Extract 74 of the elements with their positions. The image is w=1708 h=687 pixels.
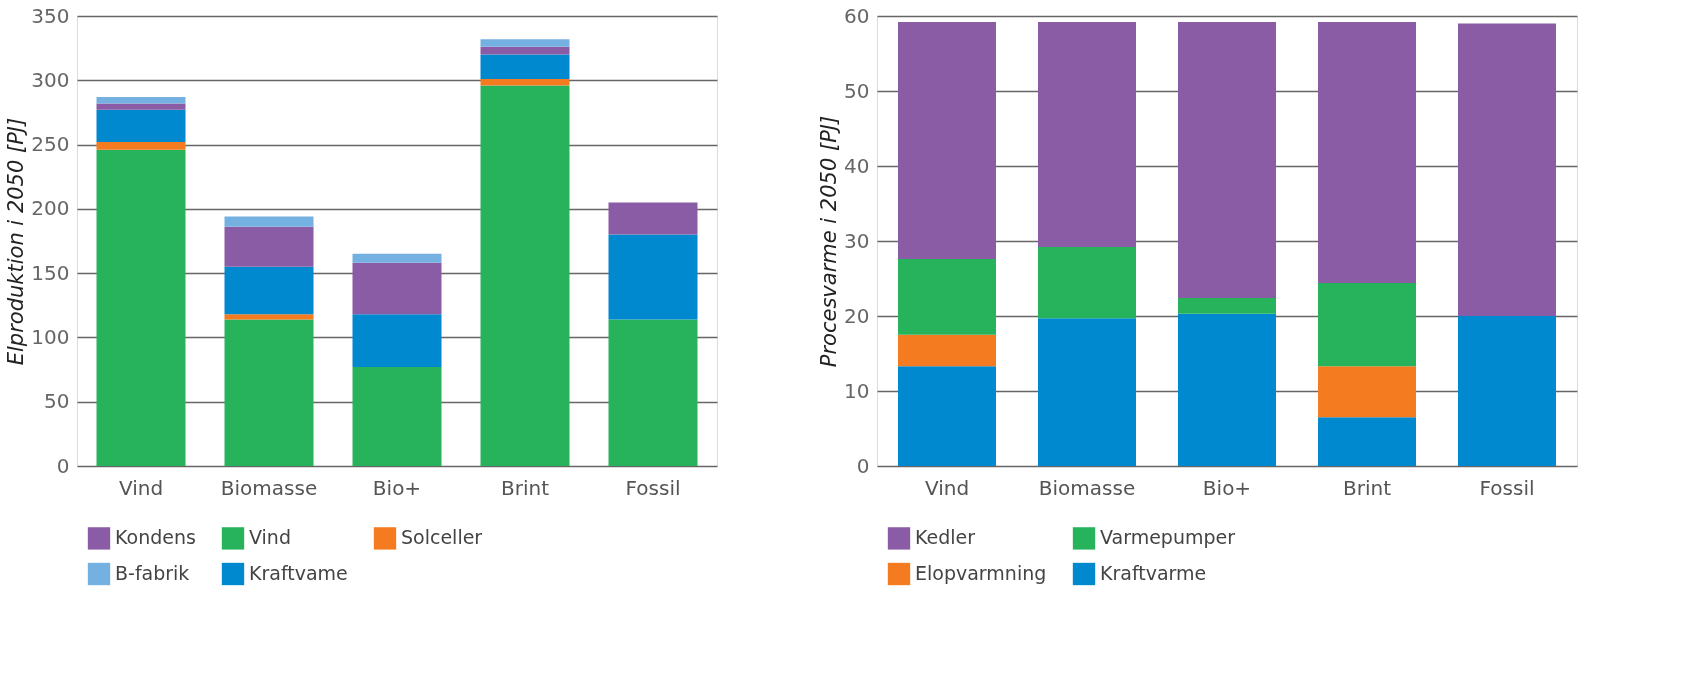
x-tick-label: Bio+ <box>1202 475 1252 500</box>
y-tick-label: 250 <box>31 132 70 157</box>
y-tick-label: 300 <box>31 67 70 92</box>
bar <box>1458 23 1556 316</box>
y-tick-label: 10 <box>844 378 870 403</box>
y-tick-label: 30 <box>844 228 870 253</box>
bar <box>898 22 996 259</box>
y-tick-label: 50 <box>844 78 870 103</box>
x-tick-label: Brint <box>1342 475 1392 500</box>
bar <box>96 109 186 142</box>
bar <box>352 367 442 466</box>
bar <box>1318 283 1416 367</box>
legend-label: Elopvarmning <box>915 562 1047 584</box>
bar <box>1038 22 1136 247</box>
x-tick-label: Bio+ <box>372 475 422 500</box>
y-axis-title: Procesvarme i 2050 [PJ] <box>817 115 842 368</box>
bar <box>96 142 186 150</box>
bar <box>898 334 996 367</box>
bar <box>352 253 442 263</box>
legend-label: Kraftvarme <box>1100 562 1207 584</box>
bar <box>1178 298 1276 314</box>
y-tick-label: 0 <box>856 453 870 478</box>
bar <box>352 314 442 367</box>
y-tick-label: 60 <box>844 3 870 28</box>
y-tick-label: 150 <box>31 260 70 285</box>
y-tick-label: 50 <box>44 389 70 414</box>
y-tick-label: 200 <box>31 196 70 221</box>
bar <box>608 319 698 466</box>
bar <box>1318 22 1416 283</box>
bar <box>480 79 570 86</box>
legend-label: B-fabrik <box>115 562 190 584</box>
x-tick-label: Fossil <box>1479 475 1535 500</box>
bar <box>224 226 314 267</box>
legend-label: Kraftvame <box>249 562 348 584</box>
legend-label: Kedler <box>915 526 976 549</box>
bar <box>1458 316 1556 466</box>
y-tick-label: 0 <box>56 453 70 478</box>
legend-label: Solceller <box>401 526 483 549</box>
bar <box>224 266 314 315</box>
bar <box>480 54 570 79</box>
bar <box>96 103 186 110</box>
bar <box>898 259 996 335</box>
bar <box>480 85 570 466</box>
bar <box>1038 247 1136 319</box>
bar <box>224 216 314 227</box>
bar <box>608 234 698 320</box>
bar <box>1178 313 1276 466</box>
bar <box>1318 417 1416 466</box>
legend-label: Varmepumper <box>1100 526 1236 549</box>
bar <box>1178 22 1276 298</box>
bar <box>480 39 570 47</box>
x-tick-label: Fossil <box>625 475 681 500</box>
bar <box>898 366 996 466</box>
legend-label: Vind <box>249 526 291 549</box>
bar <box>1038 318 1136 466</box>
x-tick-label: Brint <box>500 475 550 500</box>
bar <box>96 97 186 104</box>
legend-label: Kondens <box>115 526 196 549</box>
y-tick-label: 350 <box>31 3 70 28</box>
y-tick-label: 40 <box>844 153 870 178</box>
y-tick-label: 100 <box>31 324 70 349</box>
y-tick-label: 20 <box>844 303 870 328</box>
bar <box>480 46 570 55</box>
bar <box>224 314 314 320</box>
x-tick-label: Vind <box>118 475 164 500</box>
bar <box>608 202 698 235</box>
bar <box>352 262 442 315</box>
bar <box>1318 366 1416 418</box>
x-tick-label: Vind <box>924 475 970 500</box>
y-axis-title: Elproduktion i 2050 [PJ] <box>4 117 29 366</box>
bar <box>96 149 186 466</box>
x-tick-label: Biomasse <box>1038 475 1136 500</box>
bar <box>224 319 314 466</box>
x-tick-label: Biomasse <box>220 475 318 500</box>
